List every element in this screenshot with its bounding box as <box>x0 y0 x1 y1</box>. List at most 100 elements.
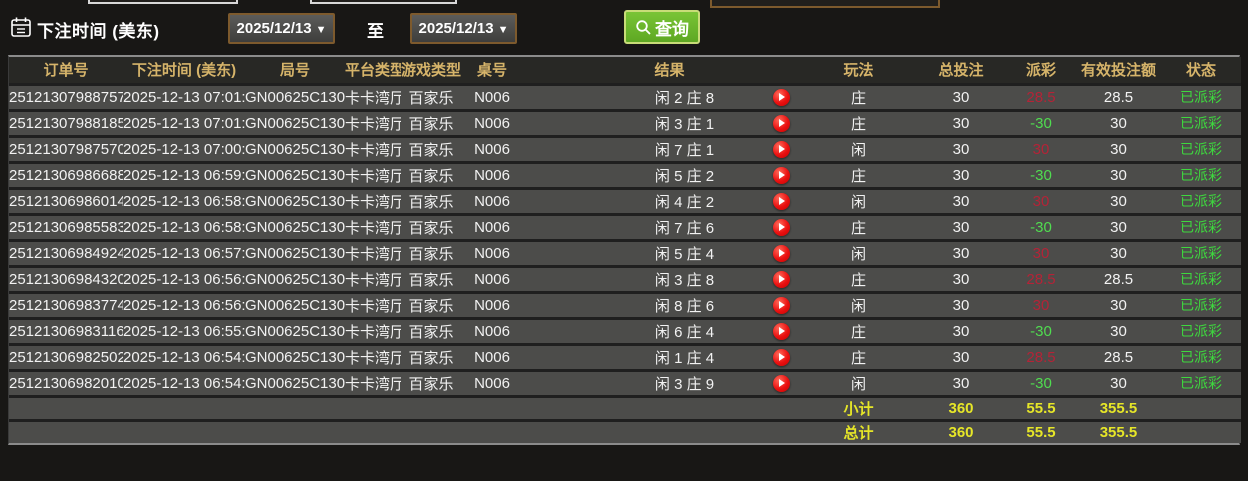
filter-bar: 下注时间 (美东) 2025/12/13 ▼ 至 2025/12/13 ▼ 查询 <box>0 0 1248 54</box>
platform-type: 卡卡湾厅 <box>345 82 401 110</box>
cutoff-box-top-left <box>88 0 238 4</box>
table-no: N006 <box>461 212 523 240</box>
total-bet: 30 <box>916 342 1006 370</box>
game-type: 百家乐 <box>401 368 461 396</box>
header-valid-bet: 有效投注额 <box>1076 57 1161 84</box>
table-no: N006 <box>461 368 523 396</box>
table-no: N006 <box>461 160 523 188</box>
game-type: 百家乐 <box>401 342 461 370</box>
result: 闲 3 庄 8 <box>523 264 761 292</box>
status-badge: 已派彩 <box>1161 160 1241 188</box>
order-no: 251213069831162 <box>9 316 123 344</box>
table-no: N006 <box>461 134 523 162</box>
total-bet: 30 <box>916 186 1006 214</box>
game-type: 百家乐 <box>401 186 461 214</box>
valid-bet: 28.5 <box>1076 342 1161 370</box>
game-type: 百家乐 <box>401 316 461 344</box>
replay-play-icon[interactable] <box>772 374 790 392</box>
replay-play-icon[interactable] <box>772 192 790 210</box>
status-badge: 已派彩 <box>1161 316 1241 344</box>
replay-play-icon[interactable] <box>772 140 790 158</box>
round-id: GN00625C130GA <box>245 160 345 188</box>
play-type: 闲 <box>801 186 916 214</box>
header-result: 结果 <box>523 57 761 84</box>
valid-bet: 30 <box>1076 160 1161 188</box>
order-no: 251213069837741 <box>9 290 123 318</box>
payout: 28.5 <box>1006 264 1076 292</box>
cutoff-box-top-center <box>310 0 457 4</box>
table-row: 251213069831162 2025-12-13 06:55:21 GN00… <box>9 316 1241 344</box>
replay-play-icon[interactable] <box>772 322 790 340</box>
bet-time: 2025-12-13 06:54:07 <box>123 368 245 396</box>
total-bet: 30 <box>916 212 1006 240</box>
table-no: N006 <box>461 290 523 318</box>
play-type: 闲 <box>801 134 916 162</box>
platform-type: 卡卡湾厅 <box>345 316 401 344</box>
valid-bet: 30 <box>1076 316 1161 344</box>
replay-play-icon[interactable] <box>772 348 790 366</box>
platform-type: 卡卡湾厅 <box>345 160 401 188</box>
replay-play-icon[interactable] <box>772 270 790 288</box>
status-badge: 已派彩 <box>1161 212 1241 240</box>
total-valid-bet: 355.5 <box>1076 418 1161 443</box>
round-id: GN00625C130G4 <box>245 316 345 344</box>
table-row: 251213069843208 2025-12-13 06:56:43 GN00… <box>9 264 1241 292</box>
order-no: 251213079887577 <box>9 82 123 110</box>
play-type: 庄 <box>801 212 916 240</box>
replay-play-icon[interactable] <box>772 244 790 262</box>
game-type: 百家乐 <box>401 212 461 240</box>
payout: -30 <box>1006 160 1076 188</box>
play-type: 闲 <box>801 368 916 396</box>
grand-total-row: 总计 360 55.5 355.5 <box>9 418 1241 443</box>
date-from-value: 2025/12/13 <box>236 20 312 37</box>
bet-time: 2025-12-13 06:54:39 <box>123 342 245 370</box>
status-badge: 已派彩 <box>1161 134 1241 162</box>
result: 闲 2 庄 8 <box>523 82 761 110</box>
game-type: 百家乐 <box>401 82 461 110</box>
date-from-select[interactable]: 2025/12/13 ▼ <box>228 13 335 44</box>
replay-play-icon[interactable] <box>772 296 790 314</box>
order-no: 251213069866886 <box>9 160 123 188</box>
subtotal-valid-bet: 355.5 <box>1076 394 1161 420</box>
total-bet: 30 <box>916 238 1006 266</box>
payout: 30 <box>1006 290 1076 318</box>
status-badge: 已派彩 <box>1161 238 1241 266</box>
replay-play-icon[interactable] <box>772 114 790 132</box>
table-no: N006 <box>461 186 523 214</box>
bet-time-filter-label: 下注时间 (美东) <box>37 22 160 41</box>
calendar-icon <box>11 17 31 37</box>
total-bet: 30 <box>916 368 1006 396</box>
table-row: 251213069866886 2025-12-13 06:59:26 GN00… <box>9 160 1241 188</box>
valid-bet: 30 <box>1076 186 1161 214</box>
date-to-select[interactable]: 2025/12/13 ▼ <box>410 13 517 44</box>
table-no: N006 <box>461 316 523 344</box>
table-row: 251213069820102 2025-12-13 06:54:07 GN00… <box>9 368 1241 396</box>
table-no: N006 <box>461 238 523 266</box>
play-type: 庄 <box>801 264 916 292</box>
bet-time: 2025-12-13 06:58:39 <box>123 186 245 214</box>
result: 闲 4 庄 2 <box>523 186 761 214</box>
replay-play-icon[interactable] <box>772 88 790 106</box>
round-id: GN00625C130G3 <box>245 342 345 370</box>
valid-bet: 30 <box>1076 368 1161 396</box>
total-bet: 30 <box>916 160 1006 188</box>
play-type: 庄 <box>801 316 916 344</box>
platform-type: 卡卡湾厅 <box>345 134 401 162</box>
header-status: 状态 <box>1161 57 1241 84</box>
total-total-bet: 360 <box>916 418 1006 443</box>
game-type: 百家乐 <box>401 264 461 292</box>
order-no: 251213069849242 <box>9 238 123 266</box>
round-id: GN00625C130G6 <box>245 264 345 292</box>
order-no: 251213069820102 <box>9 368 123 396</box>
round-id: GN00625C130G2 <box>245 368 345 396</box>
platform-type: 卡卡湾厅 <box>345 264 401 292</box>
payout: -30 <box>1006 108 1076 136</box>
query-button[interactable]: 查询 <box>624 10 700 44</box>
subtotal-row: 小计 360 55.5 355.5 <box>9 394 1241 420</box>
platform-type: 卡卡湾厅 <box>345 108 401 136</box>
header-total-bet: 总投注 <box>916 57 1006 84</box>
replay-play-icon[interactable] <box>772 218 790 236</box>
table-row: 251213069825028 2025-12-13 06:54:39 GN00… <box>9 342 1241 370</box>
play-type: 庄 <box>801 82 916 110</box>
replay-play-icon[interactable] <box>772 166 790 184</box>
